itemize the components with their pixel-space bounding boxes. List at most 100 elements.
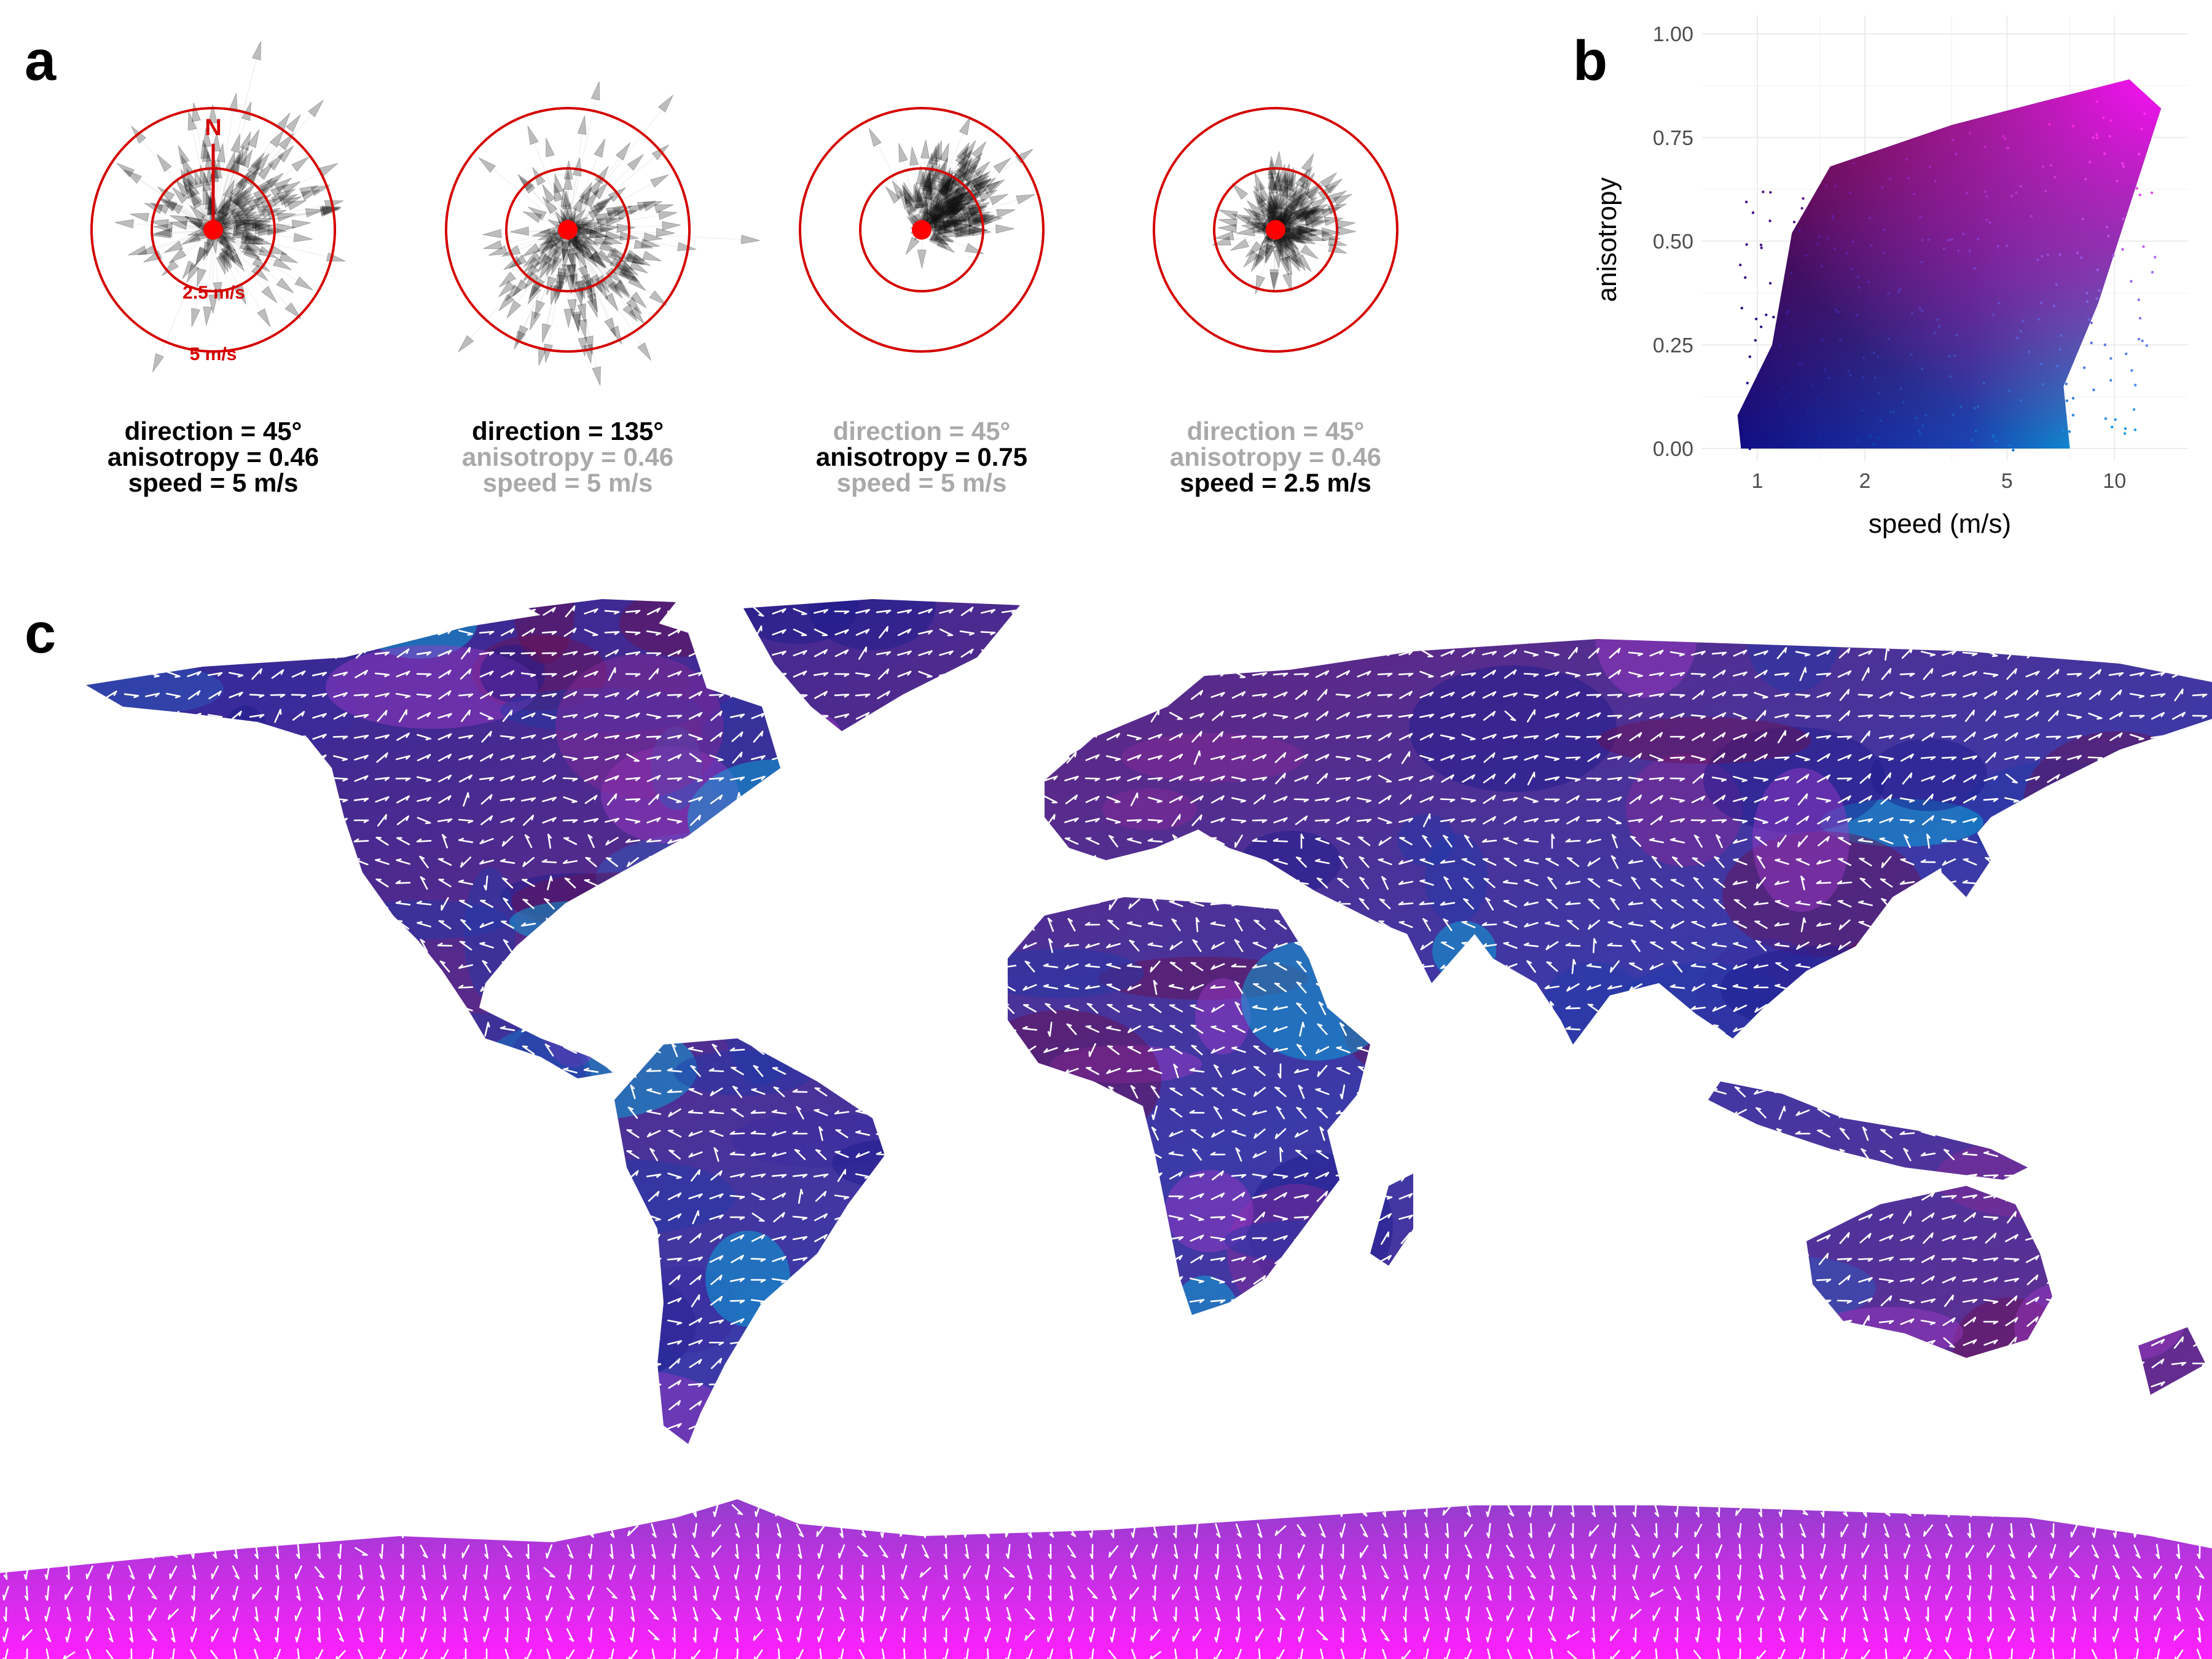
- map-wind-arrow: [353, 713, 369, 718]
- color-patch: [1716, 1257, 1876, 1319]
- wind-arrow: [202, 128, 212, 147]
- map-wind-arrow: [2068, 877, 2081, 888]
- map-wind-arrow: [541, 673, 557, 677]
- map-wind-arrow: [2026, 711, 2039, 721]
- wind-arrow: [152, 353, 165, 372]
- map-wind-arrow: [583, 964, 599, 969]
- wind-arrow: [498, 271, 517, 288]
- map-wind-arrow: [1880, 941, 1893, 951]
- map-wind-arrow: [167, 1108, 180, 1118]
- map-wind-arrow: [1754, 753, 1768, 762]
- map-wind-arrow: [1755, 1065, 1767, 1077]
- map-wind-arrow: [606, 898, 618, 909]
- map-wind-arrow: [939, 734, 954, 740]
- map-wind-arrow: [125, 732, 138, 742]
- map-wind-arrow: [1084, 777, 1100, 782]
- map-wind-arrow: [1943, 627, 1955, 638]
- map-wind-arrow: [333, 1088, 348, 1096]
- wind-arrow: [257, 227, 277, 237]
- map-wind-arrow: [1900, 606, 1914, 616]
- wind-arrow-shaft: [567, 229, 578, 315]
- map-wind-arrow: [2025, 963, 2040, 969]
- wind-arrow: [1282, 178, 1293, 198]
- map-wind-arrow: [230, 919, 242, 930]
- wind-arrow: [161, 259, 179, 276]
- wind-arrow: [232, 229, 252, 239]
- map-wind-arrow: [2130, 1088, 2144, 1096]
- map-wind-arrow: [1837, 984, 1853, 989]
- map-wind-arrow: [834, 610, 850, 614]
- map-wind-arrow: [960, 880, 975, 886]
- map-wind-arrow: [1607, 733, 1622, 740]
- map-wind-arrow: [1691, 608, 1706, 615]
- map-wind-arrow: [1900, 941, 1915, 949]
- wind-arrow: [156, 154, 172, 173]
- map-wind-arrow: [1252, 630, 1268, 635]
- map-wind-arrow: [1398, 1046, 1413, 1054]
- map-wind-arrow: [1106, 630, 1121, 636]
- map-wind-arrow: [709, 608, 724, 614]
- map-wind-arrow: [1899, 922, 1915, 927]
- scatter-point: [2135, 187, 2139, 190]
- map-wind-arrow: [2192, 838, 2208, 842]
- map-wind-arrow: [688, 610, 704, 615]
- wind-arrow: [964, 170, 982, 187]
- map-wind-arrow: [1461, 629, 1476, 635]
- wind-arrow-shaft: [213, 147, 283, 230]
- map-wind-arrow: [1899, 673, 1915, 677]
- map-wind-arrow: [396, 1027, 410, 1032]
- wind-arrow: [657, 211, 678, 221]
- map-wind-arrow: [1921, 1004, 1936, 1012]
- wind-arrow: [960, 211, 980, 222]
- map-wind-arrow: [229, 858, 243, 865]
- map-wind-arrow: [667, 649, 682, 657]
- map-wind-arrow: [1502, 797, 1518, 802]
- scatter-point: [1746, 382, 1749, 385]
- map-wind-arrow: [1189, 879, 1205, 885]
- map-wind-arrow: [1210, 755, 1225, 760]
- map-wind-arrow: [2192, 942, 2208, 947]
- map-wind-arrow: [396, 1047, 410, 1053]
- wind-arrow-shaft: [213, 190, 259, 230]
- map-wind-arrow: [918, 608, 933, 614]
- map-wind-arrow: [1669, 630, 1685, 635]
- map-wind-arrow: [1502, 1110, 1518, 1114]
- map-wind-arrow: [1064, 858, 1080, 864]
- wind-arrow: [557, 272, 567, 291]
- wind-arrow-shaft: [921, 169, 997, 230]
- wind-arrow: [1270, 194, 1280, 214]
- map-wind-arrow: [771, 1027, 787, 1031]
- map-wind-arrow: [165, 652, 181, 656]
- map-wind-arrow: [877, 1065, 890, 1077]
- wind-arrow: [898, 143, 908, 163]
- wind-arrow: [1324, 216, 1344, 226]
- map-wind-arrow: [1837, 670, 1852, 678]
- map-wind-arrow: [2192, 1089, 2208, 1094]
- scatter-point: [2096, 269, 2099, 272]
- map-wind-arrow: [1921, 1066, 1935, 1076]
- scatter-point: [1985, 195, 1988, 198]
- wind-arrow: [586, 225, 606, 235]
- map-wind-arrow: [980, 713, 996, 720]
- y-tick-label: 0.00: [1653, 437, 1693, 461]
- map-wind-arrow: [750, 798, 766, 802]
- map-wind-arrow: [2108, 1110, 2124, 1115]
- wind-arrow: [240, 234, 261, 245]
- map-wind-arrow: [1462, 1045, 1475, 1055]
- wind-arrow: [1282, 200, 1298, 219]
- map-wind-arrow: [416, 610, 432, 614]
- map-wind-arrow: [876, 777, 892, 782]
- wind-arrow: [995, 224, 1014, 234]
- wind-arrow-shaft: [155, 229, 214, 250]
- wind-arrow-shaft: [213, 151, 236, 230]
- map-wind-arrow: [710, 794, 723, 804]
- map-wind-arrow: [1504, 710, 1516, 721]
- map-wind-arrow: [399, 709, 407, 723]
- wind-arrow-shaft: [567, 229, 645, 238]
- map-wind-arrow: [229, 691, 243, 699]
- map-wind-arrow: [1022, 670, 1037, 678]
- map-wind-arrow: [772, 650, 786, 656]
- map-wind-arrow: [898, 1003, 911, 1013]
- map-wind-arrow: [1712, 794, 1726, 804]
- map-wind-arrow: [2088, 982, 2102, 992]
